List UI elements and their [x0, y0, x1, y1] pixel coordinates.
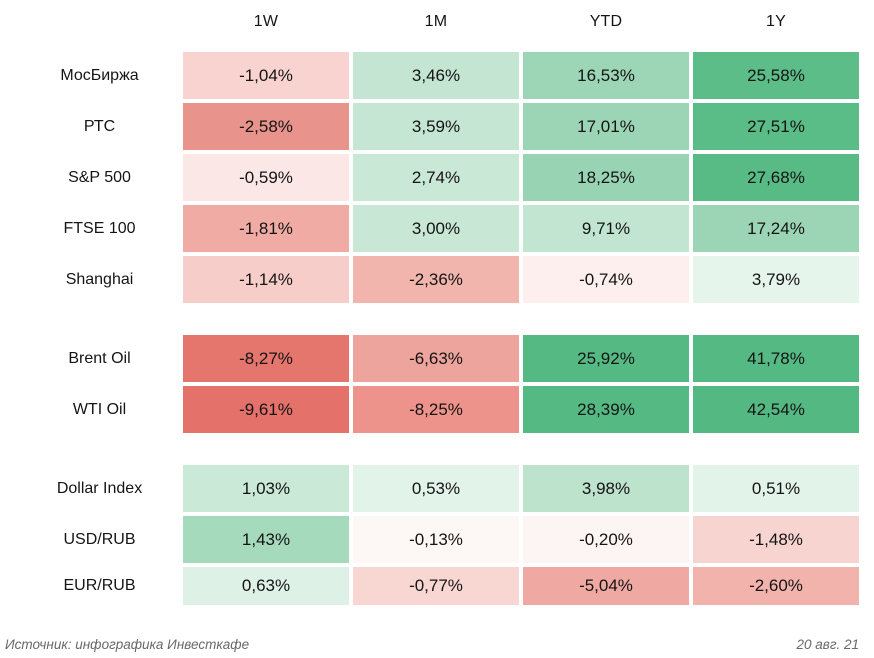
oil-group: Brent Oil -8,27% -6,63% 25,92% 41,78% WT…: [0, 335, 874, 433]
table-row: РТС -2,58% 3,59% 17,01% 27,51%: [0, 103, 874, 150]
cell-wti-1y: 42,54%: [693, 386, 859, 433]
row-label-brent: Brent Oil: [68, 349, 131, 367]
cell-rts-1w: -2,58%: [183, 103, 349, 150]
cell-ftse100-ytd: 9,71%: [523, 205, 689, 252]
table-row: Brent Oil -8,27% -6,63% 25,92% 41,78%: [0, 335, 874, 382]
table-row: Dollar Index 1,03% 0,53% 3,98% 0,51%: [0, 465, 874, 512]
cell-wti-ytd: 28,39%: [523, 386, 689, 433]
cell-eurrub-ytd: -5,04%: [523, 567, 689, 605]
column-header-1y: 1Y: [766, 13, 786, 30]
cell-rts-1y: 27,51%: [693, 103, 859, 150]
cell-dollar-index-ytd: 3,98%: [523, 465, 689, 512]
cell-sp500-1m: 2,74%: [353, 154, 519, 201]
table-row: USD/RUB 1,43% -0,13% -0,20% -1,48%: [0, 516, 874, 563]
row-label-sp500: S&P 500: [68, 168, 131, 186]
row-label-rts: РТС: [83, 117, 116, 135]
table-row: Shanghai -1,14% -2,36% -0,74% 3,79%: [0, 256, 874, 303]
cell-sp500-1y: 27,68%: [693, 154, 859, 201]
row-label-dollar-index: Dollar Index: [56, 479, 143, 497]
cell-brent-1m: -6,63%: [353, 335, 519, 382]
equity-indices-group: МосБиржа -1,04% 3,46% 16,53% 25,58% РТС …: [0, 52, 874, 303]
source-credit: Источник: инфографика Инвесткафе: [5, 637, 250, 652]
cell-mosbirzha-1w: -1,04%: [183, 52, 349, 99]
cell-rts-ytd: 17,01%: [523, 103, 689, 150]
cell-brent-1y: 41,78%: [693, 335, 859, 382]
cell-eurrub-1w: 0,63%: [183, 567, 349, 605]
cell-brent-ytd: 25,92%: [523, 335, 689, 382]
cell-usdrub-1y: -1,48%: [693, 516, 859, 563]
cell-shanghai-1w: -1,14%: [183, 256, 349, 303]
cell-mosbirzha-ytd: 16,53%: [523, 52, 689, 99]
cell-dollar-index-1w: 1,03%: [183, 465, 349, 512]
column-headers: 1W 1M YTD 1Y: [0, 0, 874, 52]
cell-dollar-index-1y: 0,51%: [693, 465, 859, 512]
row-label-usdrub: USD/RUB: [63, 530, 136, 548]
date-label: 20 авг. 21: [796, 637, 860, 652]
row-label-mosbirzha: МосБиржа: [60, 66, 139, 84]
column-header-1w: 1W: [253, 13, 279, 30]
table-row: WTI Oil -9,61% -8,25% 28,39% 42,54%: [0, 386, 874, 433]
cell-shanghai-ytd: -0,74%: [523, 256, 689, 303]
cell-rts-1m: 3,59%: [353, 103, 519, 150]
row-label-eurrub: EUR/RUB: [63, 577, 136, 594]
cell-shanghai-1m: -2,36%: [353, 256, 519, 303]
cell-usdrub-ytd: -0,20%: [523, 516, 689, 563]
cell-mosbirzha-1m: 3,46%: [353, 52, 519, 99]
cell-eurrub-1m: -0,77%: [353, 567, 519, 605]
footer: Источник: инфографика Инвесткафе 20 авг.…: [0, 637, 874, 652]
cell-brent-1w: -8,27%: [183, 335, 349, 382]
cell-usdrub-1w: 1,43%: [183, 516, 349, 563]
row-label-ftse100: FTSE 100: [63, 219, 136, 237]
table-row: S&P 500 -0,59% 2,74% 18,25% 27,68%: [0, 154, 874, 201]
cell-ftse100-1m: 3,00%: [353, 205, 519, 252]
cell-ftse100-1w: -1,81%: [183, 205, 349, 252]
cell-eurrub-1y: -2,60%: [693, 567, 859, 605]
column-header-1m: 1M: [424, 13, 448, 30]
cell-mosbirzha-1y: 25,58%: [693, 52, 859, 99]
row-label-wti: WTI Oil: [72, 400, 127, 418]
fx-group: Dollar Index 1,03% 0,53% 3,98% 0,51% USD…: [0, 465, 874, 605]
table-row: МосБиржа -1,04% 3,46% 16,53% 25,58%: [0, 52, 874, 99]
table-row: EUR/RUB 0,63% -0,77% -5,04% -2,60%: [0, 567, 874, 605]
table-row: FTSE 100 -1,81% 3,00% 9,71% 17,24%: [0, 205, 874, 252]
cell-sp500-1w: -0,59%: [183, 154, 349, 201]
cell-usdrub-1m: -0,13%: [353, 516, 519, 563]
cell-sp500-ytd: 18,25%: [523, 154, 689, 201]
cell-dollar-index-1m: 0,53%: [353, 465, 519, 512]
cell-wti-1w: -9,61%: [183, 386, 349, 433]
column-header-ytd: YTD: [589, 13, 623, 30]
cell-shanghai-1y: 3,79%: [693, 256, 859, 303]
row-label-shanghai: Shanghai: [65, 270, 134, 288]
cell-ftse100-1y: 17,24%: [693, 205, 859, 252]
cell-wti-1m: -8,25%: [353, 386, 519, 433]
